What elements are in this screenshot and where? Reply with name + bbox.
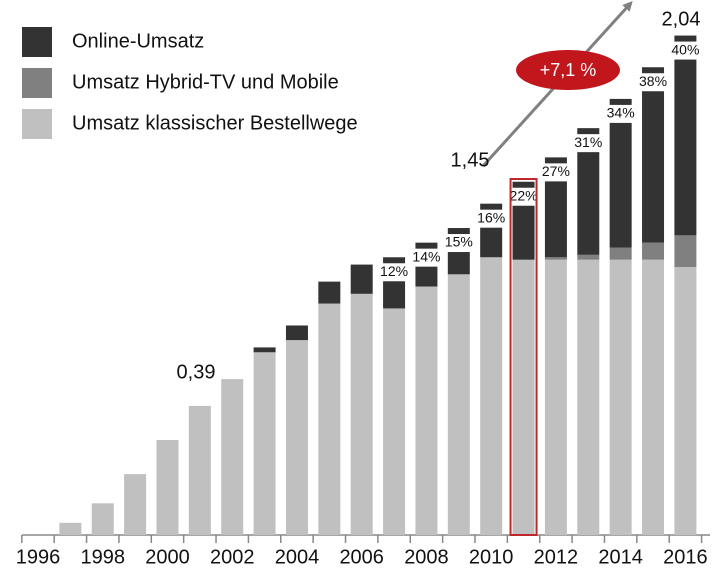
bar-segment: [221, 379, 244, 535]
bar-segment: [59, 522, 82, 535]
bar-segment: [544, 157, 567, 258]
x-tick-label: 1998: [80, 546, 125, 568]
share-label: 22%: [510, 187, 538, 203]
share-label-bg: [538, 163, 573, 182]
annotation: 2,04: [662, 8, 701, 30]
bar-segment: [188, 405, 211, 535]
share-label-bg: [668, 41, 703, 60]
x-tick-label: 2010: [469, 546, 514, 568]
share-label-bg: [603, 104, 638, 123]
bar-segment: [447, 274, 470, 535]
bar-segment: [642, 259, 665, 535]
share-label: 38%: [639, 73, 667, 89]
share-label: 14%: [412, 248, 440, 264]
bar-segment: [674, 35, 697, 236]
legend-swatch: [22, 68, 52, 98]
share-label: 34%: [607, 105, 635, 121]
x-tick-label: 2004: [275, 546, 320, 568]
growth-label: +7,1 %: [540, 60, 597, 80]
legend-label: Umsatz Hybrid-TV und Mobile: [72, 71, 339, 93]
bar-segment: [285, 340, 308, 535]
share-label: 40%: [671, 41, 699, 57]
legend-swatch: [22, 27, 52, 57]
legend-label: Umsatz klassischer Bestellwege: [72, 112, 358, 134]
bar-segment: [609, 98, 632, 248]
bar-segment: [480, 257, 503, 535]
bar-segment: [642, 67, 665, 243]
x-tick-label: 2006: [339, 546, 384, 568]
share-label: 31%: [574, 134, 602, 150]
legend-swatch: [22, 109, 52, 139]
share-label: 27%: [542, 163, 570, 179]
share-label-bg: [636, 73, 671, 92]
bar-segment: [674, 267, 697, 535]
bar-segment: [544, 257, 567, 260]
bar-segment: [577, 254, 600, 260]
legend-label: Online-Umsatz: [72, 30, 204, 52]
bar-segment: [415, 286, 438, 535]
bar-segment: [350, 293, 373, 535]
bar-segment: [318, 281, 341, 304]
bar-segment: [609, 259, 632, 535]
annotation: 0,39: [177, 361, 216, 383]
annotation: 1,45: [451, 149, 490, 171]
x-tick-label: 2014: [598, 546, 643, 568]
bar-segment: [124, 474, 147, 535]
share-label: 16%: [477, 209, 505, 225]
x-tick-label: 2002: [210, 546, 255, 568]
bar-segment: [318, 303, 341, 535]
bar-segment: [577, 128, 600, 255]
bar-segment: [544, 259, 567, 535]
x-tick-label: 1996: [16, 546, 61, 568]
bar-segment: [253, 347, 276, 353]
share-label: 12%: [380, 263, 408, 279]
share-label-bg: [377, 263, 412, 282]
bar-segment: [642, 242, 665, 260]
bar-segment: [512, 259, 535, 535]
bar-segment: [609, 247, 632, 260]
growth-badge: [516, 50, 620, 90]
x-tick-label: 2012: [534, 546, 579, 568]
bar-segment: [674, 235, 697, 268]
x-tick-label: 2008: [404, 546, 449, 568]
x-tick-label: 2000: [145, 546, 190, 568]
bar-segment: [253, 352, 276, 535]
bar-segment: [577, 259, 600, 535]
bar-segment: [91, 503, 114, 535]
bar-segment: [383, 308, 406, 535]
highlight-box: [509, 178, 538, 536]
bar-segment: [350, 264, 373, 294]
share-label-bg: [506, 187, 541, 206]
bar-segment: [285, 325, 308, 341]
bar-segment: [156, 439, 179, 535]
share-label-bg: [474, 209, 509, 228]
share-label-bg: [441, 234, 476, 253]
share-label-bg: [409, 248, 444, 267]
share-label: 15%: [445, 234, 473, 250]
share-label-bg: [571, 134, 606, 153]
x-tick-label: 2016: [663, 546, 708, 568]
